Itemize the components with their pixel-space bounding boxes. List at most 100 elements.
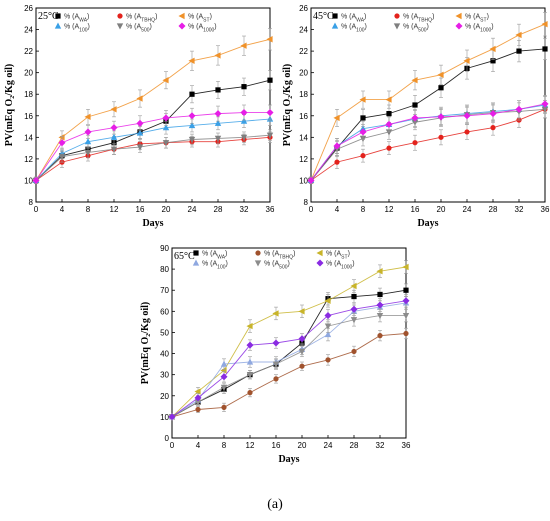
data-point xyxy=(464,129,470,135)
legend-label-end: ) xyxy=(150,24,152,31)
y-tick-label: 16 xyxy=(24,112,33,121)
y-tick-label: 10 xyxy=(160,413,169,422)
series-line xyxy=(310,108,546,181)
x-axis-label: Days xyxy=(417,218,438,229)
legend-label-subscript: TBHQ xyxy=(279,255,293,261)
data-point xyxy=(412,102,418,108)
y-tick-label: 20 xyxy=(299,69,308,78)
data-point xyxy=(214,135,222,142)
legend-label-end: ) xyxy=(364,14,366,21)
data-point xyxy=(168,413,176,421)
legend-marker xyxy=(455,22,463,30)
series-line xyxy=(35,112,270,181)
legend-marker xyxy=(54,22,62,29)
series-line xyxy=(35,134,271,181)
data-point xyxy=(324,297,331,304)
chart-panel-2: 0 4 8 12 16 20 24 28 32 36 8 10 12 14 16 18 20 22 24 26 Days… xyxy=(282,4,550,229)
data-point xyxy=(515,31,522,39)
legend-marker xyxy=(316,259,324,267)
legend-label-subscript: 100 xyxy=(356,28,365,34)
series-line xyxy=(171,300,407,418)
series-line xyxy=(171,289,407,418)
figure-caption: (a) xyxy=(267,497,283,512)
data-point xyxy=(541,20,548,28)
data-point xyxy=(272,310,279,317)
x-tick-label: 8 xyxy=(86,205,91,214)
legend-label-subscript: WA xyxy=(217,255,226,261)
legend: % (AWA)% (ATBHQ)% (AST)% (A100)% (A500)%… xyxy=(192,249,355,271)
legend-marker xyxy=(316,249,323,257)
series-line xyxy=(171,333,407,418)
data-point xyxy=(162,124,170,131)
series-line xyxy=(310,108,546,181)
data-point xyxy=(437,71,444,79)
y-axis-label: PV(mEq O₂/Kg oil) xyxy=(282,64,293,146)
y-tick-label: 24 xyxy=(299,26,308,35)
legend: % (AWA)% (ATBHQ)% (AST)% (A100)% (A500)%… xyxy=(331,12,494,34)
legend-label-end: ) xyxy=(225,251,227,258)
x-tick-label: 28 xyxy=(214,205,223,214)
legend-label: % (ATBHQ) xyxy=(403,14,434,24)
legend-label-end: ) xyxy=(348,251,350,258)
data-point xyxy=(377,291,383,298)
x-tick-label: 8 xyxy=(222,441,227,450)
chart-panel-1: 0 4 8 12 16 20 24 28 32 36 8 10 12 14 16 18 20 22 24 26 Days… xyxy=(4,4,275,229)
x-axis-label: Days xyxy=(278,454,299,465)
data-point xyxy=(266,36,273,43)
data-point xyxy=(214,52,221,59)
legend-marker xyxy=(254,260,262,267)
data-point xyxy=(195,406,201,413)
data-point xyxy=(386,111,392,117)
series-6 xyxy=(168,294,410,421)
y-tick-label: 18 xyxy=(299,90,308,99)
y-tick-label: 40 xyxy=(160,350,169,359)
data-point xyxy=(463,57,470,65)
series-3 xyxy=(307,12,548,184)
legend: % (AWA)% (ATBHQ)% (AST)% (A100)% (A500)%… xyxy=(54,12,217,34)
data-point xyxy=(220,384,228,391)
legend-label-base: % (A xyxy=(64,24,80,31)
x-tick-label: 0 xyxy=(170,441,175,450)
series-line xyxy=(35,38,271,181)
data-point xyxy=(266,132,274,139)
data-point xyxy=(214,110,222,118)
x-tick-label: 4 xyxy=(60,205,65,214)
series-line xyxy=(310,104,546,181)
data-point xyxy=(360,115,366,121)
legend-label-base: % (A xyxy=(264,261,280,268)
x-tick-label: 16 xyxy=(136,205,145,214)
data-point xyxy=(307,176,315,184)
x-tick-label: 24 xyxy=(463,205,472,214)
data-point xyxy=(136,119,144,127)
legend-item: % (A100) xyxy=(331,22,367,34)
x-tick-label: 12 xyxy=(246,441,255,450)
y-tick-label: 24 xyxy=(24,26,33,35)
legend-item: % (A1000) xyxy=(316,259,355,271)
legend-label-subscript: 500 xyxy=(279,265,288,271)
y-tick-label: 14 xyxy=(24,133,33,142)
x-axis-label: Days xyxy=(142,218,163,229)
legend-item: % (ATBHQ) xyxy=(255,250,295,261)
data-point xyxy=(351,348,357,355)
legend-label-end: ) xyxy=(87,14,89,21)
data-point xyxy=(84,138,92,145)
data-point xyxy=(188,121,196,129)
legend-label: % (A500) xyxy=(264,261,290,271)
legend-label: % (AST) xyxy=(188,14,212,24)
data-point xyxy=(220,373,228,381)
y-tick-label: 80 xyxy=(160,265,169,274)
data-point xyxy=(84,149,92,156)
data-point xyxy=(350,305,358,313)
data-point xyxy=(334,159,340,165)
legend-label-end: ) xyxy=(214,24,216,31)
series-line xyxy=(35,79,271,181)
data-point xyxy=(240,42,247,49)
chart-panel-3: 0 4 8 12 16 20 24 28 32 36 0 10 20 30 40 50 60 70 80 90 Days… xyxy=(140,244,411,465)
legend-marker xyxy=(255,250,261,256)
legend-label-subscript: 1000 xyxy=(203,28,214,34)
legend-marker xyxy=(116,23,124,30)
x-tick-label: 24 xyxy=(324,441,333,450)
data-point xyxy=(438,85,444,91)
legend-label-subscript: TBHQ xyxy=(141,18,155,24)
